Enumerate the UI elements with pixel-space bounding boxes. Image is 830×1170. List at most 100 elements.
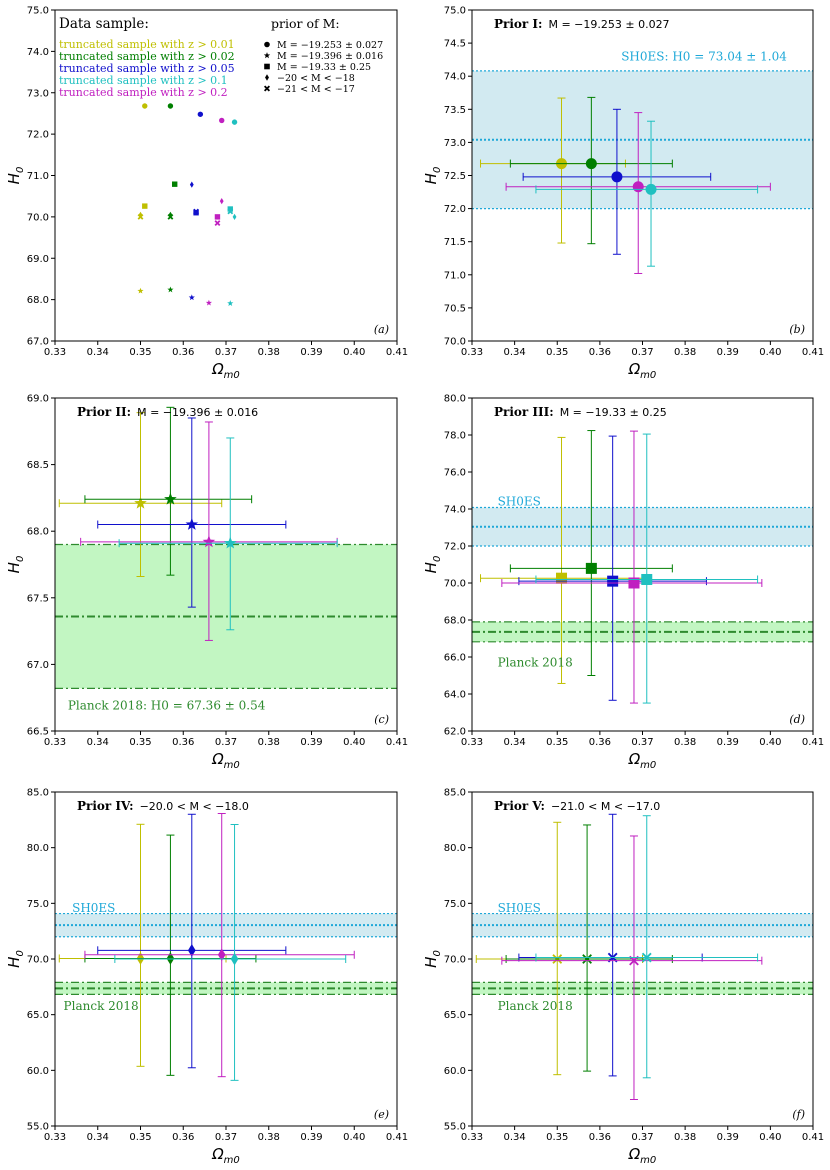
errorbar-m bbox=[84, 812, 355, 1078]
x-tick-label: 0.35 bbox=[546, 1132, 568, 1143]
y-tick-label: 67.0 bbox=[27, 337, 49, 348]
y-axis-label: H0 bbox=[422, 950, 443, 968]
x-tick-label: 0.36 bbox=[589, 737, 611, 748]
x-tick-label: 0.36 bbox=[172, 347, 194, 358]
x-tick-label: 0.41 bbox=[386, 737, 408, 748]
plot-area-c bbox=[55, 406, 397, 689]
x-tick-label: 0.40 bbox=[759, 1132, 781, 1143]
y-tick-label: 72.0 bbox=[444, 204, 466, 215]
shoes-label: SH0ES bbox=[72, 901, 115, 915]
x-tick-label: 0.37 bbox=[215, 347, 237, 358]
x-axis-label-sub: m0 bbox=[640, 370, 656, 381]
x-tick-label: 0.40 bbox=[343, 1132, 365, 1143]
errorbar-y bbox=[480, 436, 643, 684]
x-tick-label: 0.34 bbox=[503, 347, 525, 358]
y-axis-label-main: H bbox=[5, 173, 23, 184]
panel-title: Prior V: −21.0 < M < −17.0 bbox=[494, 799, 660, 813]
y-tick-label: 72.0 bbox=[444, 542, 466, 553]
y-axis-label: H0 bbox=[422, 556, 443, 574]
x-tick-label: 0.33 bbox=[461, 347, 483, 358]
x-tick-label: 0.41 bbox=[802, 1132, 824, 1143]
panel-title-rest: −20.0 < M < −18.0 bbox=[140, 800, 249, 813]
x-axis-label-sub: m0 bbox=[640, 1155, 656, 1166]
errorbar-c bbox=[535, 433, 759, 704]
y-tick-label: 74.0 bbox=[444, 72, 466, 83]
y-tick-label: 85.0 bbox=[27, 788, 49, 799]
errorbar-y bbox=[475, 821, 643, 1076]
axes-frame bbox=[471, 397, 814, 732]
panel-label: (f) bbox=[792, 1108, 805, 1121]
x-tick-label: 0.36 bbox=[589, 347, 611, 358]
y-tick-label: 73.0 bbox=[27, 88, 49, 99]
y-tick-label: 64.0 bbox=[444, 690, 466, 701]
x-axis-label-sub: m0 bbox=[640, 760, 656, 771]
x-tick-label: 0.37 bbox=[215, 1132, 237, 1143]
y-tick-label: 85.0 bbox=[444, 788, 466, 799]
x-tick-label: 0.33 bbox=[44, 737, 66, 748]
data-point-circle-b bbox=[197, 111, 204, 117]
data-point-star-m bbox=[205, 299, 212, 306]
x-tick-label: 0.33 bbox=[461, 737, 483, 748]
y-axis-label-main: H bbox=[422, 562, 440, 573]
errorbar-m bbox=[501, 430, 763, 704]
y-axis-label-sub: 0 bbox=[432, 950, 443, 956]
y-tick-label: 70.0 bbox=[444, 337, 466, 348]
panel-title-rest: M = −19.396 ± 0.016 bbox=[137, 406, 258, 419]
legend-prior-entry: −21 < M < −17 bbox=[277, 84, 355, 95]
x-tick-label: 0.33 bbox=[44, 347, 66, 358]
y-tick-label: 75.0 bbox=[27, 899, 49, 910]
x-axis-label: Ωm0 bbox=[211, 360, 240, 381]
planck-label: Planck 2018 bbox=[64, 999, 139, 1013]
legend-entry-g: truncated sample with z > 0.02 bbox=[59, 50, 235, 63]
data-point-circle-g bbox=[167, 103, 174, 109]
x-axis-label: Ωm0 bbox=[628, 750, 657, 771]
panel-label: (e) bbox=[374, 1108, 389, 1121]
panel-title-bold: Prior II: bbox=[77, 405, 131, 419]
y-tick-label: 62.0 bbox=[444, 727, 466, 738]
x-tick-label: 0.37 bbox=[215, 737, 237, 748]
x-tick-label: 0.35 bbox=[546, 737, 568, 748]
y-tick-label: 70.0 bbox=[444, 579, 466, 590]
panel-e: SH0ES Planck 2018 0.33 0.34 0.35 0.36 0.37 0.38… bbox=[5, 788, 408, 1167]
data-point-circle-m bbox=[219, 117, 225, 124]
y-tick-label: 75.0 bbox=[444, 6, 466, 17]
y-tick-label: 55.0 bbox=[444, 1122, 466, 1133]
data-point-star-b bbox=[188, 294, 195, 301]
y-tick-label: 72.0 bbox=[27, 130, 49, 141]
y-axis-label: H0 bbox=[5, 167, 26, 185]
x-tick-label: 0.37 bbox=[631, 1132, 653, 1143]
legend-prior-entry: M = −19.33 ± 0.25 bbox=[277, 62, 371, 73]
errorbar-b bbox=[518, 435, 707, 701]
y-axis-label-main: H bbox=[422, 957, 440, 968]
panel-title-bold: Prior III: bbox=[494, 405, 554, 419]
x-axis-label: Ωm0 bbox=[628, 360, 657, 381]
planck-label: Planck 2018 bbox=[498, 999, 573, 1013]
x-tick-label: 0.39 bbox=[300, 1132, 322, 1143]
x-tick-label: 0.38 bbox=[258, 1132, 280, 1143]
x-tick-label: 0.36 bbox=[172, 737, 194, 748]
errorbar-m bbox=[80, 421, 338, 641]
data-point-g bbox=[166, 952, 175, 965]
y-tick-label: 70.0 bbox=[444, 955, 466, 966]
y-tick-label: 60.0 bbox=[27, 1066, 49, 1077]
y-tick-label: 71.0 bbox=[27, 171, 49, 182]
data-point-diamond-c bbox=[232, 213, 237, 220]
planck-band bbox=[472, 621, 813, 642]
legend-entry-y: truncated sample with z > 0.01 bbox=[59, 38, 235, 51]
legend-entry-c: truncated sample with z > 0.1 bbox=[59, 74, 228, 87]
data-point-c bbox=[230, 952, 239, 966]
x-tick-label: 0.38 bbox=[258, 737, 280, 748]
x-tick-label: 0.36 bbox=[172, 1132, 194, 1143]
panel-label: (c) bbox=[374, 713, 389, 726]
data-point-square-m bbox=[214, 214, 221, 220]
data-point-c bbox=[641, 573, 653, 585]
errorbar-c bbox=[535, 120, 759, 267]
x-axis-label-main: Ω bbox=[211, 360, 224, 378]
data-point-square-g bbox=[172, 181, 178, 187]
panel-title-bold: Prior IV: bbox=[77, 799, 134, 813]
panel-title: Prior III: M = −19.33 ± 0.25 bbox=[494, 405, 667, 419]
y-tick-label: 80.0 bbox=[27, 843, 49, 854]
panel-title-rest: M = −19.253 ± 0.027 bbox=[548, 18, 669, 31]
y-tick-label: 75.0 bbox=[27, 6, 49, 17]
y-axis-label-sub: 0 bbox=[432, 167, 443, 173]
